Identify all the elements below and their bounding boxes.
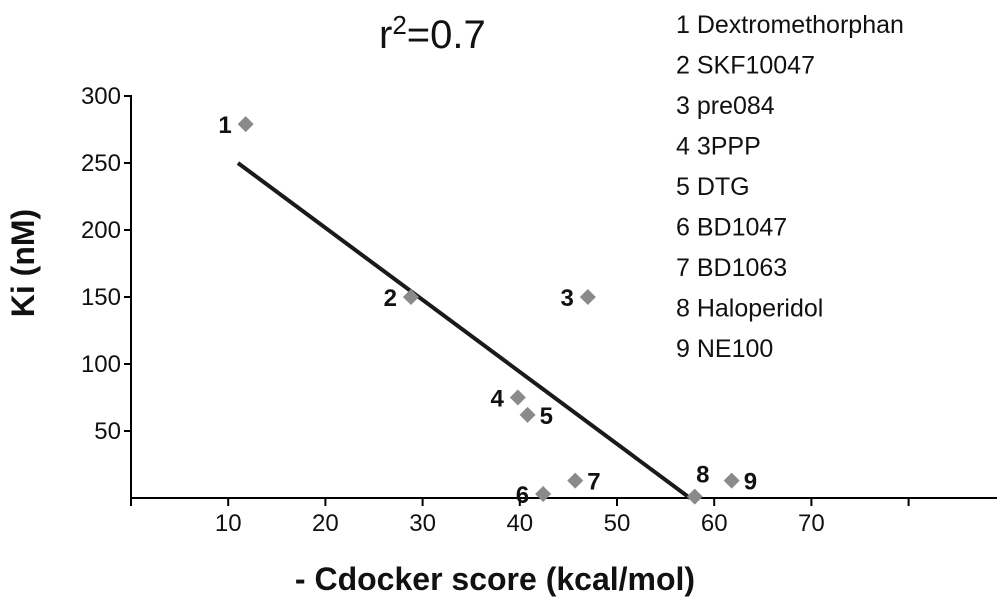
legend-entry: 8 Haloperidol [676, 295, 823, 323]
data-point-label: 9 [744, 469, 757, 496]
data-point-marker [579, 289, 596, 305]
data-point-label: 5 [540, 403, 553, 430]
legend-entry: 7 BD1063 [676, 254, 787, 282]
x-axis-title: - Cdocker score (kcal/mol) [295, 561, 695, 597]
y-tick-label: 50 [94, 418, 121, 445]
trendline [236, 161, 692, 500]
chart-title: r2=0.7 [379, 10, 486, 57]
x-tick-label: 70 [798, 510, 825, 537]
axes: 50 100 150 200 250 300 10 20 30 40 50 60 70 [81, 83, 997, 537]
data-point-label: 8 [696, 462, 709, 489]
y-tick-label: 250 [81, 150, 121, 177]
data-point-label: 6 [516, 482, 529, 509]
y-axis-title: Ki (nM) [5, 209, 41, 317]
legend-entry: 4 3PPP [676, 133, 761, 161]
trendline-group [236, 161, 692, 500]
legend: 1 Dextromethorphan 2 SKF10047 3 pre084 4 3P… [676, 11, 904, 363]
data-point-marker [509, 389, 526, 406]
y-tick-label: 150 [81, 284, 121, 311]
data-point-marker [567, 472, 584, 489]
x-tick-label: 20 [312, 510, 339, 537]
title-rest: =0.7 [407, 13, 486, 57]
title-superscript: 2 [392, 10, 406, 40]
points-group: 1 2 3 4 5 6 7 8 9 [218, 112, 757, 509]
x-tick-label: 60 [701, 510, 728, 537]
legend-entry: 6 BD1047 [676, 214, 787, 242]
x-tick-label: 50 [604, 510, 631, 537]
legend-entry: 3 pre084 [676, 92, 775, 120]
legend-entry: 9 NE100 [676, 335, 773, 363]
data-point-marker [402, 289, 419, 305]
x-tick-label: 10 [215, 510, 242, 537]
y-tick-label: 300 [81, 83, 121, 110]
data-point-marker [519, 406, 536, 423]
y-tick-label: 100 [81, 351, 121, 378]
legend-entry: 5 DTG [676, 173, 750, 201]
data-point-label: 7 [587, 469, 600, 496]
data-point-marker [686, 488, 703, 505]
data-point-marker [237, 116, 254, 133]
data-point-marker [535, 485, 552, 502]
legend-entry: 1 Dextromethorphan [676, 11, 904, 39]
data-point-label: 4 [490, 386, 504, 413]
x-tick-label: 30 [409, 510, 436, 537]
y-tick-label: 200 [81, 217, 121, 244]
data-point-label: 1 [218, 112, 231, 139]
data-point-label: 2 [384, 285, 397, 312]
data-point-marker [723, 472, 740, 489]
data-point-label: 3 [560, 285, 573, 312]
legend-entry: 2 SKF10047 [676, 52, 815, 80]
title-base: r [379, 13, 392, 57]
x-tick-label: 40 [506, 510, 533, 537]
